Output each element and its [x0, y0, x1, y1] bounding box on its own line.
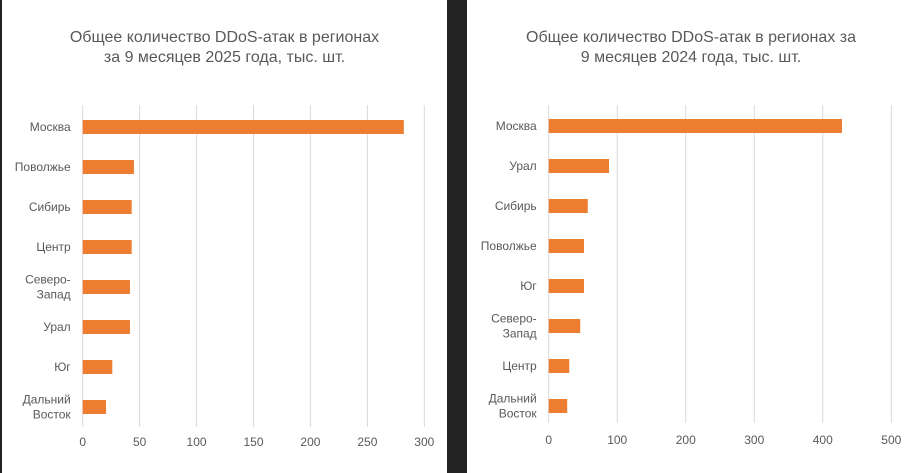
x-tick-label: 200	[676, 433, 696, 447]
x-tick-label: 500	[881, 433, 901, 447]
bar	[82, 200, 132, 214]
bar	[82, 360, 113, 374]
chart-title: Общее количество DDoS-атак в регионах за…	[467, 28, 915, 68]
category-label: Центр	[36, 240, 71, 254]
x-tick-label: 100	[187, 435, 207, 449]
category-label: Дальний Восток	[23, 393, 72, 422]
category-label: Москва	[30, 120, 71, 134]
bar	[82, 280, 130, 294]
bar	[82, 240, 132, 254]
bar	[548, 239, 584, 253]
chart-title-line: Общее количество DDoS-атак в регионах	[69, 29, 380, 46]
x-tick-label: 0	[79, 435, 86, 449]
bar	[548, 279, 584, 293]
chart-panel-2025: Общее количество DDoS-атак в регионах за…	[2, 0, 447, 473]
category-label: Поволжье	[15, 160, 71, 174]
bar-chart-2024: 0 100 200 300 400 500 Москва Урал Сибирь Поволжье…	[481, 105, 902, 447]
chart-title-line: Общее количество DDoS-атак в регионах за	[526, 29, 856, 46]
bar	[548, 159, 609, 173]
bar	[82, 160, 134, 174]
category-label: Дальний Восток	[489, 392, 538, 421]
category-label: Юг	[520, 279, 537, 293]
x-tick-label: 400	[813, 433, 833, 447]
x-tick-label: 300	[414, 435, 434, 449]
category-label: Центр	[502, 359, 537, 373]
category-label: Северо-Запад	[491, 312, 537, 341]
category-label: Урал	[43, 320, 70, 334]
x-tick-label: 250	[357, 435, 377, 449]
bar	[82, 320, 130, 334]
x-tick-label: 300	[744, 433, 764, 447]
bar	[548, 399, 568, 413]
bar-chart-2025: 0 50 100 150 200 250 300 Москва Поволжье Сибирь Це…	[15, 105, 435, 449]
chart-title: Общее количество DDoS-атак в регионах за…	[2, 28, 447, 68]
category-label: Сибирь	[495, 199, 537, 213]
bar	[82, 400, 107, 414]
chart-panel-2024: Общее количество DDoS-атак в регионах за…	[467, 0, 915, 473]
category-label: Сибирь	[29, 200, 71, 214]
bar	[548, 359, 570, 373]
x-tick-label: 150	[243, 435, 263, 449]
bar	[548, 199, 588, 213]
category-label: Северо-Запад	[25, 273, 71, 302]
category-label: Москва	[496, 119, 537, 133]
bar	[548, 319, 581, 333]
chart-title-line: за 9 месяцев 2025 года, тыс. шт.	[103, 49, 346, 66]
category-label: Урал	[509, 159, 536, 173]
category-label: Поволжье	[481, 239, 537, 253]
category-label: Юг	[54, 360, 71, 374]
x-tick-label: 100	[607, 433, 627, 447]
x-tick-label: 50	[133, 435, 147, 449]
bar	[548, 119, 842, 133]
chart-title-line: 9 месяцев 2024 года, тыс. шт.	[580, 49, 802, 66]
x-tick-label: 0	[545, 433, 552, 447]
x-tick-label: 200	[300, 435, 320, 449]
bar	[82, 120, 404, 134]
